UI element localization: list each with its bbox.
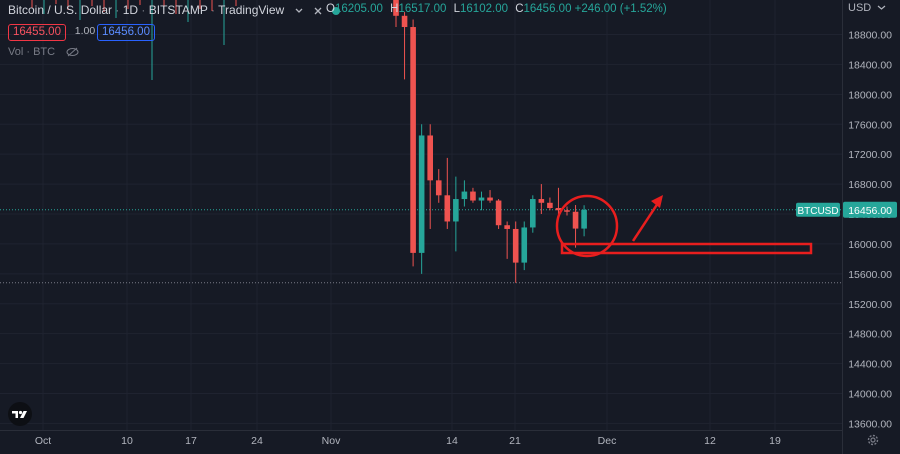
source-label: TradingView — [218, 3, 285, 17]
open-value: 16205.00 — [334, 3, 383, 15]
x-tick-label: 24 — [251, 435, 263, 447]
candle-body[interactable] — [470, 191, 476, 201]
candle-body[interactable] — [418, 135, 425, 253]
ohlc-readout: O16205.00 H16517.00 L16102.00 C16456.00 … — [322, 3, 667, 15]
x-tick-label: Dec — [598, 435, 617, 447]
volume-label: Vol · BTC — [8, 46, 56, 58]
candle-body[interactable] — [530, 199, 536, 228]
symbol-tag — [796, 202, 840, 217]
annotation-arrow-line[interactable] — [631, 199, 662, 242]
y-tick-label: 15200.00 — [848, 299, 892, 311]
candle-body[interactable] — [478, 197, 485, 201]
candle-body[interactable] — [547, 202, 553, 209]
candle-body[interactable] — [427, 135, 433, 181]
candle-body[interactable] — [538, 199, 545, 203]
candle-body[interactable] — [572, 211, 579, 229]
y-tick-label: 17600.00 — [848, 119, 892, 131]
eye-slash-icon[interactable] — [66, 47, 79, 57]
candle-body[interactable] — [487, 197, 493, 201]
y-tick-label: 18000.00 — [848, 89, 892, 101]
chevron-down-icon[interactable] — [294, 6, 304, 16]
y-tick-label: 16800.00 — [848, 179, 892, 191]
high-label: H — [390, 3, 399, 15]
candle-body[interactable] — [461, 191, 468, 200]
y-tick-label: 16000.00 — [848, 239, 892, 251]
x-tick-label: 21 — [509, 435, 521, 447]
candle-body[interactable] — [453, 199, 459, 222]
y-tick-label: 18800.00 — [848, 30, 892, 42]
x-tick-label: 10 — [121, 435, 133, 447]
y-tick-label: 15600.00 — [848, 269, 892, 281]
high-value: 16517.00 — [398, 3, 447, 15]
x-tick-label: 12 — [704, 435, 716, 447]
chevron-down-icon — [877, 5, 886, 10]
y-tick-label: 18400.00 — [848, 59, 892, 71]
exchange-label: BITSTAMP — [148, 3, 208, 17]
symbol-tag-label: BTCUSD — [797, 206, 838, 217]
annotation-circle[interactable] — [555, 194, 619, 258]
x-tick-label: 19 — [769, 435, 781, 447]
x-tick-label: Nov — [322, 435, 341, 447]
x-tick-label: 17 — [185, 435, 197, 447]
close-icon[interactable] — [313, 6, 323, 16]
currency-label: USD — [848, 2, 872, 14]
symbol-title[interactable]: Bitcoin / U.S. Dollar — [8, 3, 113, 17]
annotation-arrow-head[interactable] — [651, 195, 663, 208]
y-tick-label: 14000.00 — [848, 389, 892, 401]
y-tick-label: 13600.00 — [848, 418, 892, 430]
last-price-tag-label: 16456.00 — [848, 205, 892, 217]
candle-body[interactable] — [393, 0, 399, 16]
last-price-tag — [843, 201, 897, 218]
candle-body[interactable] — [495, 200, 502, 226]
candle-body[interactable] — [504, 225, 510, 229]
x-tick-label: 14 — [446, 435, 458, 447]
candle-body[interactable] — [564, 210, 570, 212]
symbol-header[interactable]: Bitcoin / U.S. Dollar · 1D · BITSTAMP · … — [8, 3, 348, 17]
y-tick-label: 17200.00 — [848, 149, 892, 161]
gear-icon[interactable] — [866, 433, 880, 447]
candle-body[interactable] — [512, 228, 519, 263]
buy-price-button[interactable]: 16456.00 — [97, 24, 155, 41]
candle-body[interactable] — [435, 180, 442, 196]
quantity-field[interactable]: 1.00 — [74, 25, 96, 37]
close-value: 16456.00 — [523, 3, 572, 15]
y-tick-label: 14400.00 — [848, 359, 892, 371]
currency-menu[interactable]: USD — [848, 2, 886, 14]
close-label: C — [515, 3, 524, 15]
candle-body[interactable] — [555, 208, 562, 211]
candle-body[interactable] — [444, 195, 451, 222]
tradingview-logo-icon[interactable] — [6, 402, 34, 426]
y-tick-label: 14800.00 — [848, 329, 892, 341]
sell-price-button[interactable]: 16455.00 — [8, 24, 66, 41]
x-tick-label: Oct — [35, 435, 51, 447]
change-value: +246.00 (+1.52%) — [574, 3, 667, 15]
candle-body[interactable] — [401, 15, 408, 28]
low-value: 16102.00 — [460, 3, 508, 15]
market-open-dot — [332, 6, 341, 15]
candle-body[interactable] — [581, 209, 587, 229]
open-label: O — [326, 3, 335, 15]
volume-indicator[interactable]: Vol · BTC — [8, 46, 79, 58]
interval-label[interactable]: 1D — [122, 3, 139, 17]
annotation-rectangle[interactable] — [560, 242, 813, 255]
candle-body[interactable] — [410, 27, 416, 253]
low-label: L — [453, 3, 461, 15]
candle-body[interactable] — [521, 227, 528, 263]
